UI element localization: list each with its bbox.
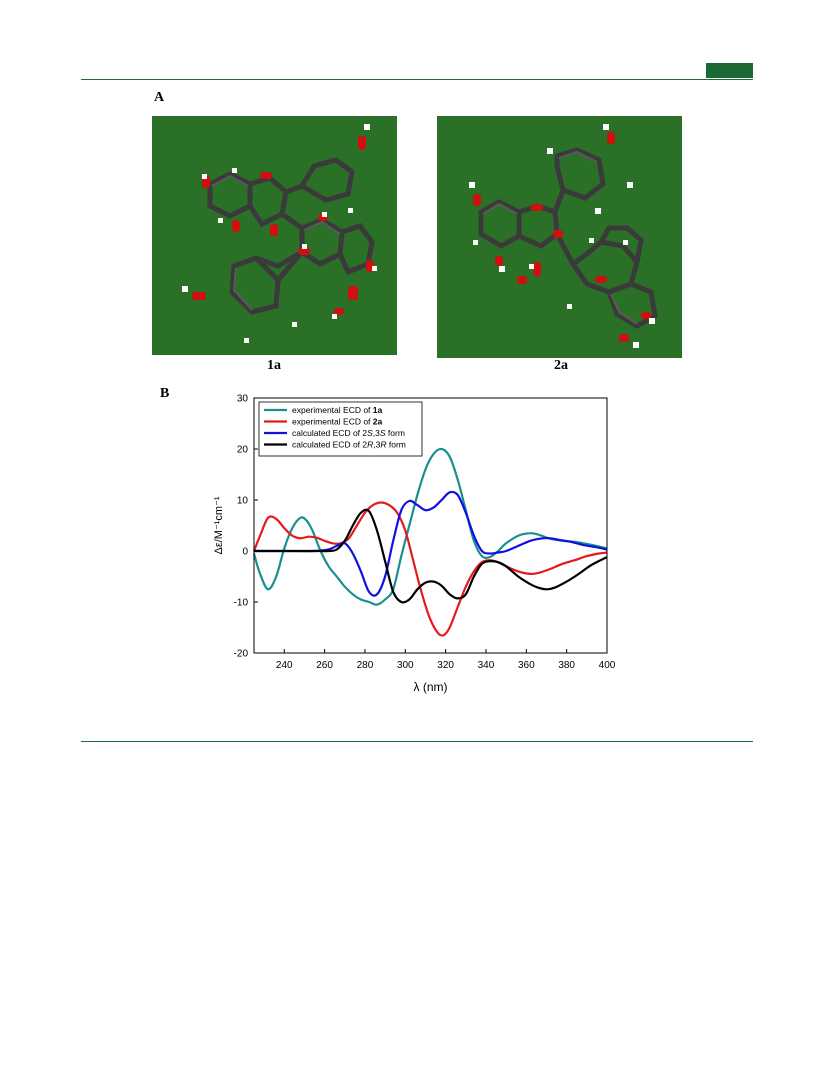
hydrogen-atoms [469,124,655,348]
y-axis-label: Δε/M⁻¹cm⁻¹ [213,496,225,554]
y-tick-label: 20 [237,445,249,456]
x-tick-label: 340 [478,660,495,671]
y-tick-label: -20 [234,649,249,660]
y-tick-label: -10 [234,598,249,609]
ecd-chart: 240 260 280 300 320 340 360 380 400 -20 -10 0 10 20 3… [200,385,640,710]
legend-entry: calculated ECD of 2R,3R form [292,440,406,450]
ring-c [247,175,289,228]
molecule-1a-label: 1a [267,358,281,373]
header-rule [81,79,753,80]
series-line-1 [252,447,608,606]
x-tick-label: 360 [518,660,535,671]
molecule-1a-model [182,124,377,343]
series-line-2 [252,501,608,637]
x-tick-label: 240 [276,660,293,671]
footer-rule [81,741,753,742]
x-tick-label: 380 [558,660,575,671]
series-line-4 [254,508,608,604]
x-axis-ticks: 240 260 280 300 320 340 360 380 400 [276,649,616,671]
legend: experimental ECD of 1a experimental ECD o… [258,401,423,457]
y-tick-label: 30 [237,394,249,405]
molecule-2a-image [437,116,682,358]
oxygen-atoms [473,132,651,342]
plot-frame [253,397,608,654]
ring-a [207,171,253,219]
legend-entry: experimental ECD of 1a [292,405,383,415]
x-tick-label: 300 [397,660,414,671]
header-accent-tab [706,63,753,78]
ring-b [299,157,355,203]
hydrogen-atoms [182,124,377,343]
molecule-1a-image [152,116,397,355]
x-tick-label: 320 [437,660,454,671]
legend-entry: experimental ECD of 2a [292,417,383,427]
ecd-chart-svg: 240 260 280 300 320 340 360 380 400 -20 -10 0 10 20 3… [213,394,616,695]
x-tick-label: 400 [599,660,616,671]
molecule-2a-model [469,124,658,348]
y-tick-label: 0 [242,547,248,558]
y-tick-label: 10 [237,496,249,507]
x-tick-label: 280 [357,660,374,671]
series-lines [252,447,608,637]
x-axis-label: λ (nm) [414,680,448,694]
legend-entry: calculated ECD of 2S,3S form [292,428,405,438]
molecule-2a-label: 2a [554,358,568,373]
panel-b-label: B [160,386,170,401]
oxygen-atoms [192,136,374,315]
x-tick-label: 260 [316,660,333,671]
panel-a-label: A [154,90,165,105]
series-line-3 [254,490,608,597]
y-axis-ticks: -20 -10 0 10 20 30 [234,394,258,660]
